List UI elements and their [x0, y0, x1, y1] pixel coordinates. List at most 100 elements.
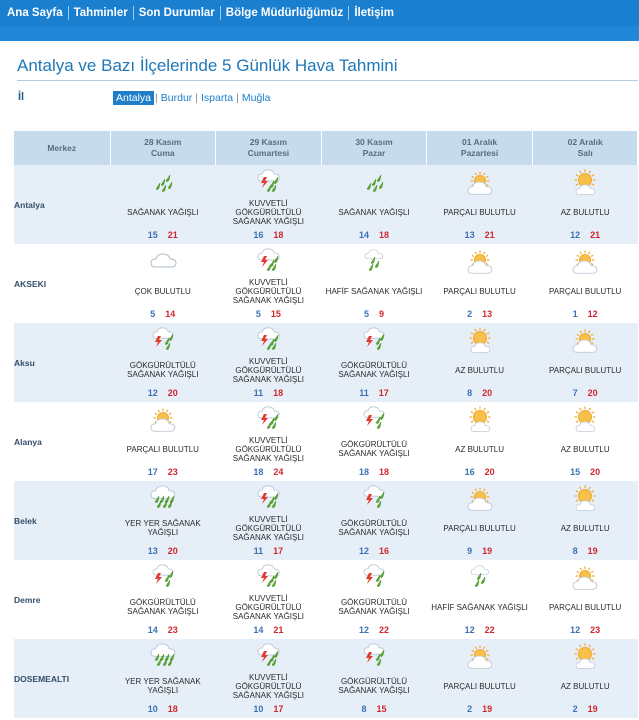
min-temperature: 8 — [467, 388, 473, 398]
scattered-showers-icon — [148, 643, 178, 667]
temperature-range: 5 14 — [110, 309, 216, 319]
max-temperature: 15 — [376, 704, 387, 714]
temperature-range: 2 19 — [532, 704, 638, 714]
forecast-cell: HAFİF SAĞANAK YAĞIŞLI 5 9 — [321, 244, 427, 323]
forecast-cell: KUVVETLİ GÖKGÜRÜLTÜLÜ SAĞANAK YAĞIŞLI 5 15 — [215, 244, 322, 323]
nav-son-durumlar[interactable]: Son Durumlar — [132, 6, 220, 20]
weather-description: KUVVETLİ GÖKGÜRÜLTÜLÜ SAĞANAK YAĞIŞLI — [232, 198, 305, 226]
city-name: Antalya — [14, 165, 110, 244]
light-rain-showers-icon — [465, 564, 495, 588]
temperature-range: 12 16 — [321, 546, 427, 556]
weather-description: AZ BULUTLU — [560, 523, 610, 533]
temperature-range: 18 18 — [321, 467, 427, 477]
forecast-cell: AZ BULUTLU 15 20 — [532, 402, 638, 481]
forecast-cell: PARÇALI BULUTLU 2 19 — [426, 639, 533, 718]
temperature-range: 13 20 — [110, 546, 216, 556]
nav-tahminler[interactable]: Tahminler — [67, 6, 133, 20]
min-temperature: 18 — [253, 467, 264, 477]
max-temperature: 12 — [587, 309, 598, 319]
weather-description: AZ BULUTLU — [560, 207, 610, 217]
city-name: Belek — [14, 481, 110, 560]
min-temperature: 2 — [467, 309, 473, 319]
partly-cloudy-icon — [570, 564, 600, 590]
max-temperature: 15 — [270, 309, 281, 319]
weather-description: KUVVETLİ GÖKGÜRÜLTÜLÜ SAĞANAK YAĞIŞLI — [232, 277, 305, 305]
max-temperature: 21 — [590, 230, 601, 240]
min-temperature: 13 — [464, 230, 475, 240]
nav-iletisim[interactable]: İletişim — [348, 6, 399, 20]
temperature-range: 14 23 — [110, 625, 216, 635]
min-temperature: 8 — [572, 546, 578, 556]
min-temperature: 12 — [147, 388, 158, 398]
max-temperature: 22 — [484, 625, 495, 635]
weather-description: SAĞANAK YAĞIŞLI — [127, 207, 199, 217]
separator: | — [155, 92, 158, 104]
province-isparta[interactable]: Isparta — [201, 92, 234, 104]
weather-description: HAFİF SAĞANAK YAĞIŞLI — [325, 286, 423, 296]
forecast-cell: PARÇALI BULUTLU 7 20 — [532, 323, 638, 402]
max-temperature: 18 — [273, 230, 284, 240]
day-header: 29 Kasım Cumartesi — [215, 131, 322, 165]
weather-description: ÇOK BULUTLU — [134, 286, 191, 296]
min-temperature: 2 — [467, 704, 473, 714]
city-name: Aksu — [14, 323, 110, 402]
thunderstorm-rain-icon — [359, 327, 389, 351]
province-burdur[interactable]: Burdur — [160, 92, 193, 104]
province-mugla[interactable]: Muğla — [241, 92, 271, 104]
weather-description: GÖKGÜRÜLTÜLÜ SAĞANAK YAĞIŞLI — [127, 598, 199, 616]
day-weekday: Cuma — [150, 148, 175, 158]
weather-description: KUVVETLİ GÖKGÜRÜLTÜLÜ SAĞANAK YAĞIŞLI — [232, 435, 305, 463]
day-weekday: Pazar — [362, 148, 386, 158]
max-temperature: 9 — [378, 309, 384, 319]
sub-navigation-bar — [0, 26, 639, 41]
day-weekday: Pazartesi — [460, 148, 499, 158]
forecast-cell: YER YER SAĞANAK YAĞIŞLI 10 18 — [110, 639, 216, 718]
forecast-cell: KUVVETLİ GÖKGÜRÜLTÜLÜ SAĞANAK YAĞIŞLI 18 2… — [215, 402, 322, 481]
day-date: 30 Kasım — [355, 137, 393, 147]
weather-description: GÖKGÜRÜLTÜLÜ SAĞANAK YAĞIŞLI — [338, 440, 410, 458]
max-temperature: 17 — [378, 388, 389, 398]
forecast-cell: KUVVETLİ GÖKGÜRÜLTÜLÜ SAĞANAK YAĞIŞLI 10 1… — [215, 639, 322, 718]
min-temperature: 12 — [358, 546, 369, 556]
weather-description: PARÇALI BULUTLU — [549, 602, 622, 612]
max-temperature: 22 — [378, 625, 389, 635]
max-temperature: 20 — [587, 388, 598, 398]
forecast-cell: PARÇALI BULUTLU 9 19 — [426, 481, 533, 560]
forecast-cell: GÖKGÜRÜLTÜLÜ SAĞANAK YAĞIŞLI 11 17 — [321, 323, 427, 402]
max-temperature: 13 — [482, 309, 493, 319]
max-temperature: 19 — [482, 546, 493, 556]
partly-cloudy-icon — [465, 485, 495, 511]
forecast-cell: GÖKGÜRÜLTÜLÜ SAĞANAK YAĞIŞLI 18 18 — [321, 402, 427, 481]
max-temperature: 18 — [378, 467, 389, 477]
table-row: DOSEMEALTI YER YER SAĞANAK YAĞIŞLI 10 18 KUV… — [14, 639, 638, 718]
forecast-cell: PARÇALI BULUTLU 17 23 — [110, 402, 216, 481]
weather-description: SAĞANAK YAĞIŞLI — [338, 207, 410, 217]
mostly-sunny-icon — [570, 406, 600, 432]
min-temperature: 13 — [147, 546, 158, 556]
max-temperature: 23 — [167, 467, 178, 477]
mostly-sunny-icon — [465, 327, 495, 353]
mostly-sunny-icon — [570, 643, 600, 669]
partly-cloudy-icon — [570, 248, 600, 274]
nav-ana-sayfa[interactable]: Ana Sayfa — [7, 7, 63, 19]
max-temperature: 24 — [273, 467, 284, 477]
temperature-range: 12 23 — [532, 625, 638, 635]
forecast-cell: AZ BULUTLU 12 21 — [532, 165, 638, 244]
temperature-range: 14 21 — [216, 625, 322, 635]
thunderstorm-rain-icon — [359, 564, 389, 588]
min-temperature: 14 — [253, 625, 264, 635]
nav-bolge-mudurlugu[interactable]: Bölge Müdürlüğümüz — [219, 6, 349, 20]
table-header-row: Merkez 28 Kasım Cuma 29 Kasım Cumartesi 30… — [14, 131, 639, 165]
partly-cloudy-icon — [465, 643, 495, 669]
temperature-range: 11 18 — [216, 388, 322, 398]
table-row: Demre GÖKGÜRÜLTÜLÜ SAĞANAK YAĞIŞLI 14 23 KUV… — [14, 560, 638, 639]
table-row: AKSEKI ÇOK BULUTLU 5 14 KUVVETLİ GÖKGÜRÜLTÜL… — [14, 244, 638, 323]
temperature-range: 8 19 — [532, 546, 638, 556]
min-temperature: 5 — [150, 309, 156, 319]
day-weekday: Cumartesi — [247, 148, 290, 158]
temperature-range: 8 15 — [321, 704, 427, 714]
temperature-range: 14 18 — [321, 230, 427, 240]
province-antalya[interactable]: Antalya — [113, 91, 155, 105]
severe-thunderstorm-rain-icon — [253, 169, 283, 193]
day-header: 02 Aralık Salı — [532, 131, 639, 165]
